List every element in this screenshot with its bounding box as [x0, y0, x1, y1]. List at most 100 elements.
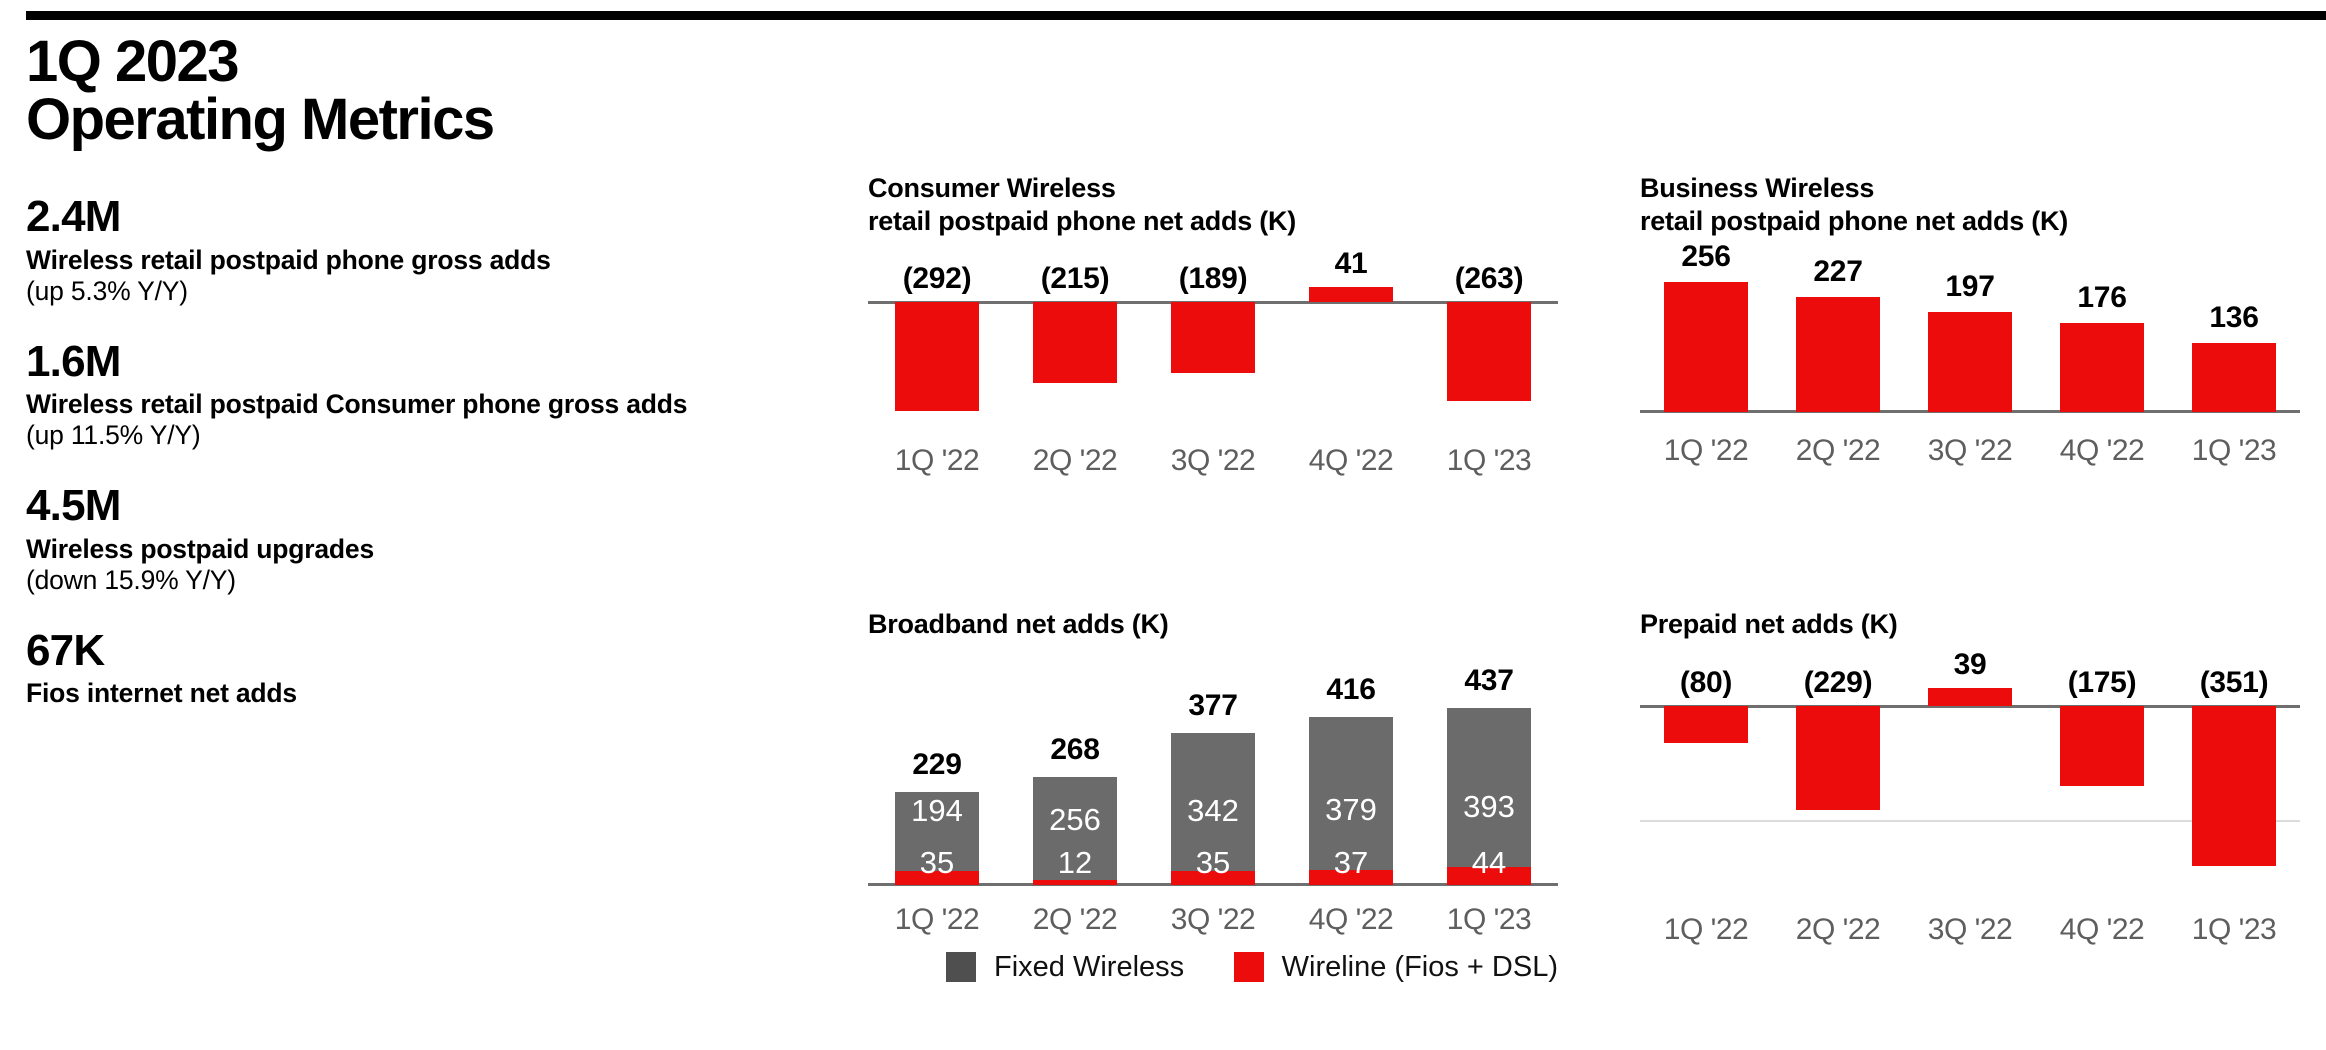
bar-value-label: (351): [2199, 666, 2269, 700]
gridline: [1640, 819, 2300, 822]
bar-column: (189): [1144, 262, 1282, 422]
bar: [1664, 282, 1748, 412]
bar-column: 39: [1904, 648, 2036, 879]
bar-column: (292): [868, 262, 1006, 422]
stat-sublabel: (up 5.3% Y/Y): [26, 275, 188, 306]
bar-value-label: (229): [1803, 666, 1873, 700]
bar-value-label: (175): [2067, 666, 2137, 700]
chart-title: Broadband net adds (K): [868, 609, 1169, 639]
bar: [1796, 706, 1880, 811]
stat-value: 4.5M: [26, 481, 121, 531]
bar-value-label: 197: [1945, 270, 1995, 304]
stat-label: Wireless postpaid upgrades: [26, 533, 374, 564]
bar: [2192, 342, 2276, 412]
x-axis-tick-label: 4Q '22: [1308, 902, 1394, 936]
bar-column: 136: [2168, 260, 2300, 412]
bar-column: 377 342 35: [1144, 689, 1282, 885]
x-axis-tick-label: 3Q '22: [1927, 912, 2013, 946]
bar-columns: 229 194 35 268 256 12 377 342 35 416 379 37 437 393 44: [868, 664, 1558, 885]
bar-value-label: (292): [902, 261, 972, 295]
page-title: 1Q 2023 Operating Metrics: [26, 33, 826, 149]
bar-column: 197: [1904, 260, 2036, 412]
x-axis-tick-label: 2Q '22: [1795, 433, 1881, 467]
bar: [895, 301, 979, 412]
x-axis-labels: 1Q '22 2Q '22 3Q '22 4Q '22 1Q '23: [1640, 434, 2300, 468]
legend-swatch: [1233, 952, 1264, 983]
bar-segment-wireline: [895, 870, 979, 885]
bar-value-label: 227: [1813, 254, 1863, 288]
bar-total-label: 229: [912, 748, 962, 782]
bar-columns: (80) (229) 39 (175) (351): [1640, 648, 2300, 879]
bar-segment-fixed-wireless: [1033, 776, 1117, 881]
stat-label: Wireless retail postpaid Consumer phone …: [26, 389, 688, 420]
x-axis-tick-label: 2Q '22: [1032, 902, 1118, 936]
stat-sublabel: (down 15.9% Y/Y): [26, 564, 236, 595]
bar-value-label: (80): [1679, 666, 1733, 700]
chart-title: Consumer Wireless retail postpaid phone …: [868, 173, 1297, 236]
bar-column: (351): [2168, 666, 2300, 879]
segment-value-label-fixed-wireless: 379: [1325, 791, 1377, 827]
top-divider-rule: [26, 11, 2326, 20]
bar-column: 41: [1282, 247, 1420, 422]
zero-axis-line: [1640, 705, 2300, 709]
x-axis-tick-label: 1Q '22: [1663, 912, 1749, 946]
bar: [1928, 688, 2012, 707]
bar-segment-fixed-wireless: [895, 792, 979, 871]
bar-value-label: (215): [1040, 261, 1110, 295]
bar: [1309, 286, 1393, 302]
page-title-line-2: Operating Metrics: [26, 87, 495, 152]
x-axis-tick-label: 1Q '23: [2191, 912, 2277, 946]
x-axis-tick-label: 2Q '22: [1795, 912, 1881, 946]
bar-column: 227: [1772, 255, 1904, 412]
segment-value-label-wireline: 12: [1057, 844, 1093, 880]
legend-item[interactable]: Fixed Wireless: [946, 951, 1184, 984]
bar-value-label: (189): [1178, 261, 1248, 295]
bar: [1171, 301, 1255, 373]
legend-swatch: [946, 952, 976, 983]
bar-columns: (292) (215) (189) 41 (263): [868, 247, 1558, 422]
stat-label: Fios internet net adds: [26, 678, 297, 709]
bar: [1664, 706, 1748, 743]
bar-segment-wireline: [1447, 867, 1531, 885]
bar-column: (229): [1772, 666, 1904, 879]
chart-panel-consumer-wireless: Consumer Wireless retail postpaid phone …: [868, 172, 1558, 478]
x-axis-tick-label: 3Q '22: [1170, 902, 1256, 936]
bar-segment-wireline: [1309, 869, 1393, 885]
stat-sublabel: (up 11.5% Y/Y): [26, 420, 201, 451]
bar-value-label: 136: [2209, 300, 2259, 334]
stat-value: 67K: [26, 625, 105, 675]
x-axis-tick-label: 1Q '22: [1663, 433, 1749, 467]
stat-block: 2.4M Wireless retail postpaid phone gros…: [26, 193, 826, 308]
chart-legend: Fixed Wireless Wireline (Fios + DSL): [946, 951, 1558, 984]
bar-column: 416 379 37: [1282, 673, 1420, 885]
chart-plot-area: 256 227 197 176 136: [1640, 240, 2300, 413]
bar-segment-wireline: [1033, 880, 1117, 885]
segment-value-label-wireline: 35: [1195, 844, 1231, 880]
chart-plot-area: (80) (229) 39 (175) (351): [1640, 648, 2300, 879]
bar: [1796, 296, 1880, 412]
stat-label: Wireless retail postpaid phone gross add…: [26, 244, 551, 275]
x-axis-tick-label: 2Q '22: [1032, 443, 1118, 477]
page-title-line-1: 1Q 2023: [26, 29, 240, 94]
bar: [2192, 706, 2276, 866]
legend-label: Wireline (Fios + DSL): [1281, 950, 1558, 983]
segment-value-label-fixed-wireless: 256: [1049, 802, 1101, 838]
legend-label: Fixed Wireless: [994, 950, 1185, 983]
bar-total-label: 437: [1464, 664, 1514, 698]
x-axis-tick-label: 3Q '22: [1927, 433, 2013, 467]
bar-column: 437 393 44: [1420, 664, 1558, 885]
stat-block: 67K Fios internet net adds: [26, 627, 826, 710]
segment-value-label-wireline: 44: [1471, 844, 1507, 880]
chart-title: Business Wireless retail postpaid phone …: [1640, 173, 2069, 236]
legend-item[interactable]: Wireline (Fios + DSL): [1233, 950, 1558, 984]
bar: [1928, 312, 2012, 412]
bar-column: 256: [1640, 240, 1772, 412]
segment-value-label-wireline: 35: [919, 844, 955, 880]
bar-column: (175): [2036, 666, 2168, 879]
x-axis-labels: 1Q '22 2Q '22 3Q '22 4Q '22 1Q '23: [868, 903, 1558, 937]
x-axis-tick-label: 1Q '23: [1446, 902, 1532, 936]
x-axis-tick-label: 1Q '22: [894, 443, 980, 477]
bar: [1033, 301, 1117, 383]
x-axis-labels: 1Q '22 2Q '22 3Q '22 4Q '22 1Q '23: [868, 444, 1558, 478]
